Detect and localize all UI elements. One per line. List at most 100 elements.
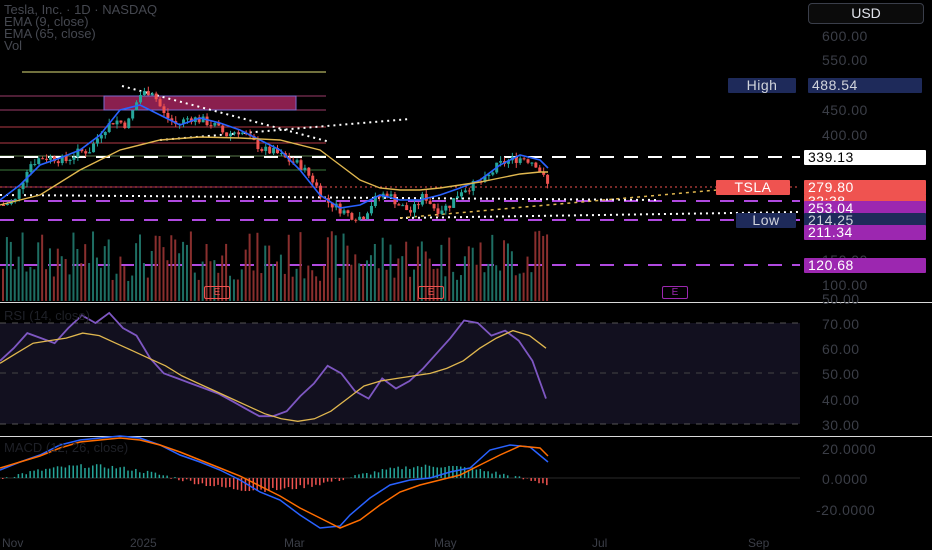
volume-bar [9, 241, 12, 301]
macd-histogram-bar [381, 469, 384, 478]
volume-bar [350, 264, 353, 301]
earnings-badge-1[interactable]: E [204, 286, 230, 299]
volume-bar [135, 243, 138, 301]
candle-body [229, 133, 233, 137]
volume-bar [111, 279, 114, 301]
price-axis-label: 100.00 [822, 277, 868, 293]
macd-histogram-bar [338, 478, 341, 482]
macd-histogram-bar [232, 478, 235, 490]
volume-bar [119, 256, 122, 301]
volume-bar [487, 263, 490, 301]
volume-bar [264, 245, 267, 301]
macd-histogram-bar [366, 473, 368, 478]
candle-body [342, 210, 346, 214]
macd-histogram-bar [272, 478, 274, 488]
candle-body [546, 174, 550, 184]
macd-histogram-bar [522, 478, 525, 480]
volume-bar [127, 280, 130, 301]
volume-bar [428, 258, 431, 301]
candle-body [119, 120, 123, 123]
candle-body [45, 158, 49, 160]
rsi-label: RSI (14, close) [4, 308, 90, 323]
macd-histogram-bar [424, 464, 427, 478]
candle-body [185, 118, 189, 120]
macd-histogram-bar [444, 467, 446, 478]
macd-histogram-bar [416, 466, 419, 478]
macd-histogram-bar [518, 476, 521, 478]
last-price-tag: 279.80 [804, 180, 926, 195]
volume-bar [166, 260, 169, 301]
candle-body [33, 163, 37, 165]
time-label-jul: Jul [592, 536, 608, 550]
candle-body [29, 164, 33, 172]
macd-histogram-bar [221, 478, 223, 487]
macd-histogram-bar [5, 477, 8, 478]
macd-histogram-bar [287, 478, 290, 488]
price-axis-label: 600.00 [822, 28, 868, 44]
candle-body [197, 117, 201, 123]
macd-histogram-bar [229, 478, 231, 488]
earnings-badge-2[interactable]: E [418, 286, 444, 299]
macd-histogram-bar [542, 478, 544, 484]
volume-bar [248, 233, 251, 301]
macd-histogram-bar [291, 478, 294, 490]
candle-body [413, 204, 416, 213]
volume-bar [491, 234, 494, 301]
candle-body [127, 118, 131, 128]
macd-histogram-bar [68, 465, 71, 478]
volume-bar [459, 275, 462, 301]
candle-body [346, 210, 350, 214]
candle-body [319, 185, 323, 198]
volume-bar [48, 248, 51, 301]
volume-bar [315, 276, 318, 301]
macd-histogram-bar [84, 468, 86, 478]
macd-histogram-bar [413, 467, 415, 478]
macd-histogram-bar [405, 466, 407, 478]
volume-bar [385, 269, 388, 301]
volume-bar [88, 263, 91, 301]
candle-body [115, 120, 119, 125]
volume-bar [103, 246, 106, 301]
macd-histogram-bar [170, 478, 172, 479]
volume-bar [334, 235, 337, 301]
volume-bar [221, 255, 224, 301]
volume-bar [397, 258, 400, 301]
macd-histogram-bar [534, 478, 536, 481]
candle-body [428, 200, 432, 204]
volume-bar [107, 239, 110, 301]
macd-histogram-bar [358, 474, 360, 478]
volume-bar [229, 275, 232, 301]
volume-bar [209, 261, 212, 301]
volume-bar [452, 271, 455, 301]
earnings-badge-3[interactable]: E [662, 286, 688, 299]
candle-body [48, 156, 52, 160]
macd-histogram-bar [60, 466, 63, 478]
candle-body [522, 158, 526, 160]
macd-histogram-bar [225, 478, 227, 488]
macd-histogram-bar [103, 467, 106, 478]
volume-bar [338, 277, 341, 301]
volume-bar [45, 269, 48, 301]
macd-histogram-bar [377, 472, 380, 478]
candle-body [299, 160, 303, 170]
volume-bar [244, 249, 247, 301]
macd-histogram-bar [420, 466, 423, 478]
candle-body [225, 132, 229, 137]
volume-bar [225, 243, 228, 301]
macd-histogram-bar [88, 467, 90, 478]
macd-histogram-bar [342, 478, 345, 481]
volume-bar [377, 268, 380, 301]
candle-body [405, 205, 409, 211]
macd-histogram-bar [401, 469, 403, 478]
currency-button[interactable]: USD [808, 3, 924, 24]
candle-body [315, 182, 319, 186]
macd-histogram-bar [315, 478, 317, 485]
candle-body [80, 148, 84, 152]
volume-bar [178, 253, 181, 301]
volume-bar [373, 244, 376, 301]
volume-bar [518, 273, 521, 301]
candle-body [362, 216, 366, 220]
candle-body [217, 122, 221, 126]
trend-lines [0, 85, 801, 219]
